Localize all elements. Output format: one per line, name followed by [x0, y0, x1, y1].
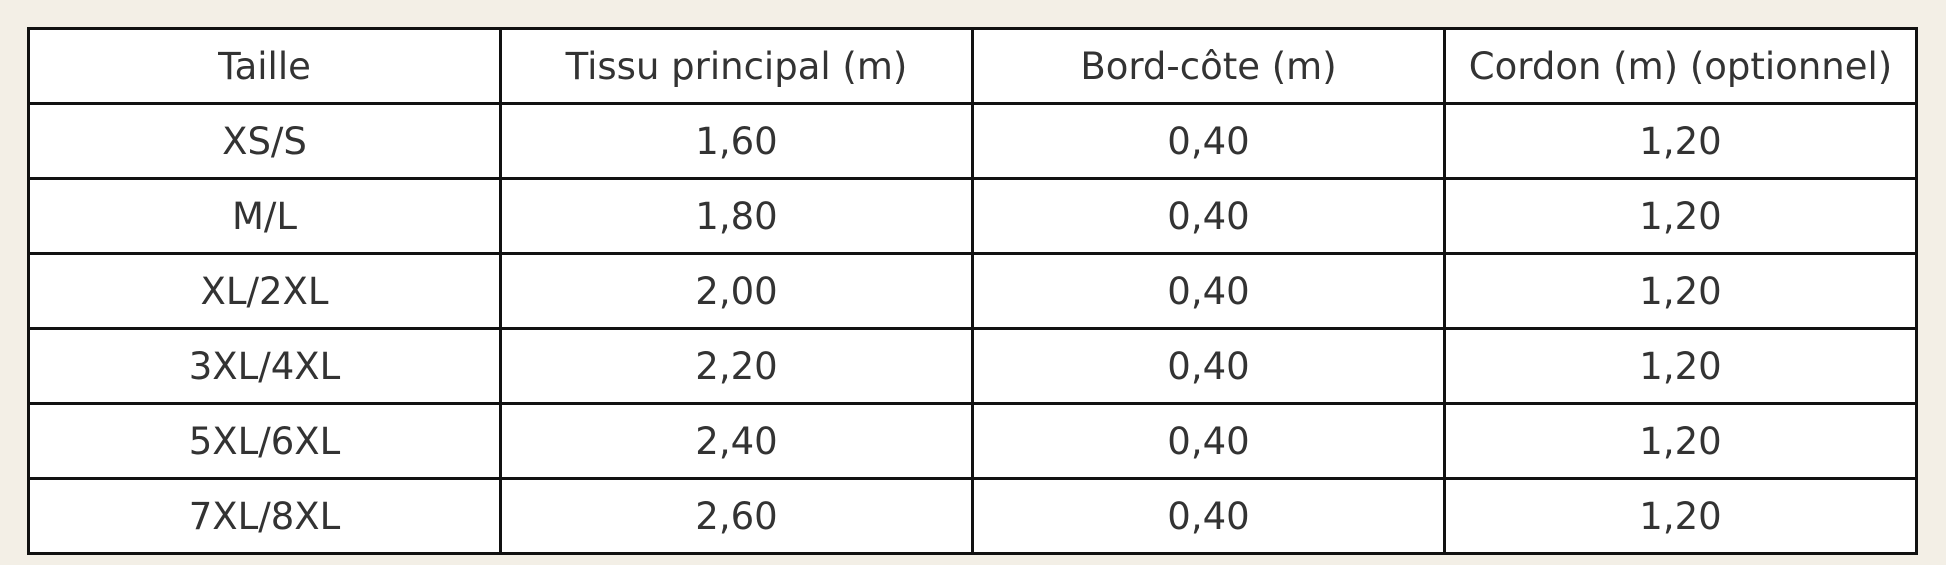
table-cell: 5XL/6XL [27, 402, 502, 480]
table-cell: 1,20 [1443, 402, 1918, 480]
table-cell: 0,40 [971, 477, 1446, 555]
table-cell: 0,40 [971, 177, 1446, 255]
table-row: 7XL/8XL 2,60 0,40 1,20 [27, 477, 1918, 555]
size-table: Taille Tissu principal (m) Bord-côte (m) Co… [27, 27, 1918, 555]
header-cell: Tissu principal (m) [499, 27, 974, 105]
table-row: M/L 1,80 0,40 1,20 [27, 177, 1918, 255]
table-cell: 0,40 [971, 327, 1446, 405]
header-row: Taille Tissu principal (m) Bord-côte (m) Co… [27, 27, 1918, 105]
table-cell: 2,00 [499, 252, 974, 330]
table-row: 5XL/6XL 2,40 0,40 1,20 [27, 402, 1918, 480]
table-row: 3XL/4XL 2,20 0,40 1,20 [27, 327, 1918, 405]
table-cell: 1,20 [1443, 327, 1918, 405]
table-cell: 1,60 [499, 102, 974, 180]
table-cell: 2,40 [499, 402, 974, 480]
table-cell: 1,20 [1443, 177, 1918, 255]
table-row: XS/S 1,60 0,40 1,20 [27, 102, 1918, 180]
table-cell: M/L [27, 177, 502, 255]
table-cell: 3XL/4XL [27, 327, 502, 405]
table-cell: 1,20 [1443, 102, 1918, 180]
header-cell: Cordon (m) (optionnel) [1443, 27, 1918, 105]
table-cell: XL/2XL [27, 252, 502, 330]
table-cell: 0,40 [971, 102, 1446, 180]
table-cell: 1,20 [1443, 252, 1918, 330]
table-cell: 2,60 [499, 477, 974, 555]
table-cell: 1,20 [1443, 477, 1918, 555]
header-cell: Bord-côte (m) [971, 27, 1446, 105]
table-cell: 0,40 [971, 402, 1446, 480]
table-cell: XS/S [27, 102, 502, 180]
table-cell: 2,20 [499, 327, 974, 405]
table-cell: 1,80 [499, 177, 974, 255]
table-cell: 0,40 [971, 252, 1446, 330]
table-cell: 7XL/8XL [27, 477, 502, 555]
table-row: XL/2XL 2,00 0,40 1,20 [27, 252, 1918, 330]
header-cell: Taille [27, 27, 502, 105]
